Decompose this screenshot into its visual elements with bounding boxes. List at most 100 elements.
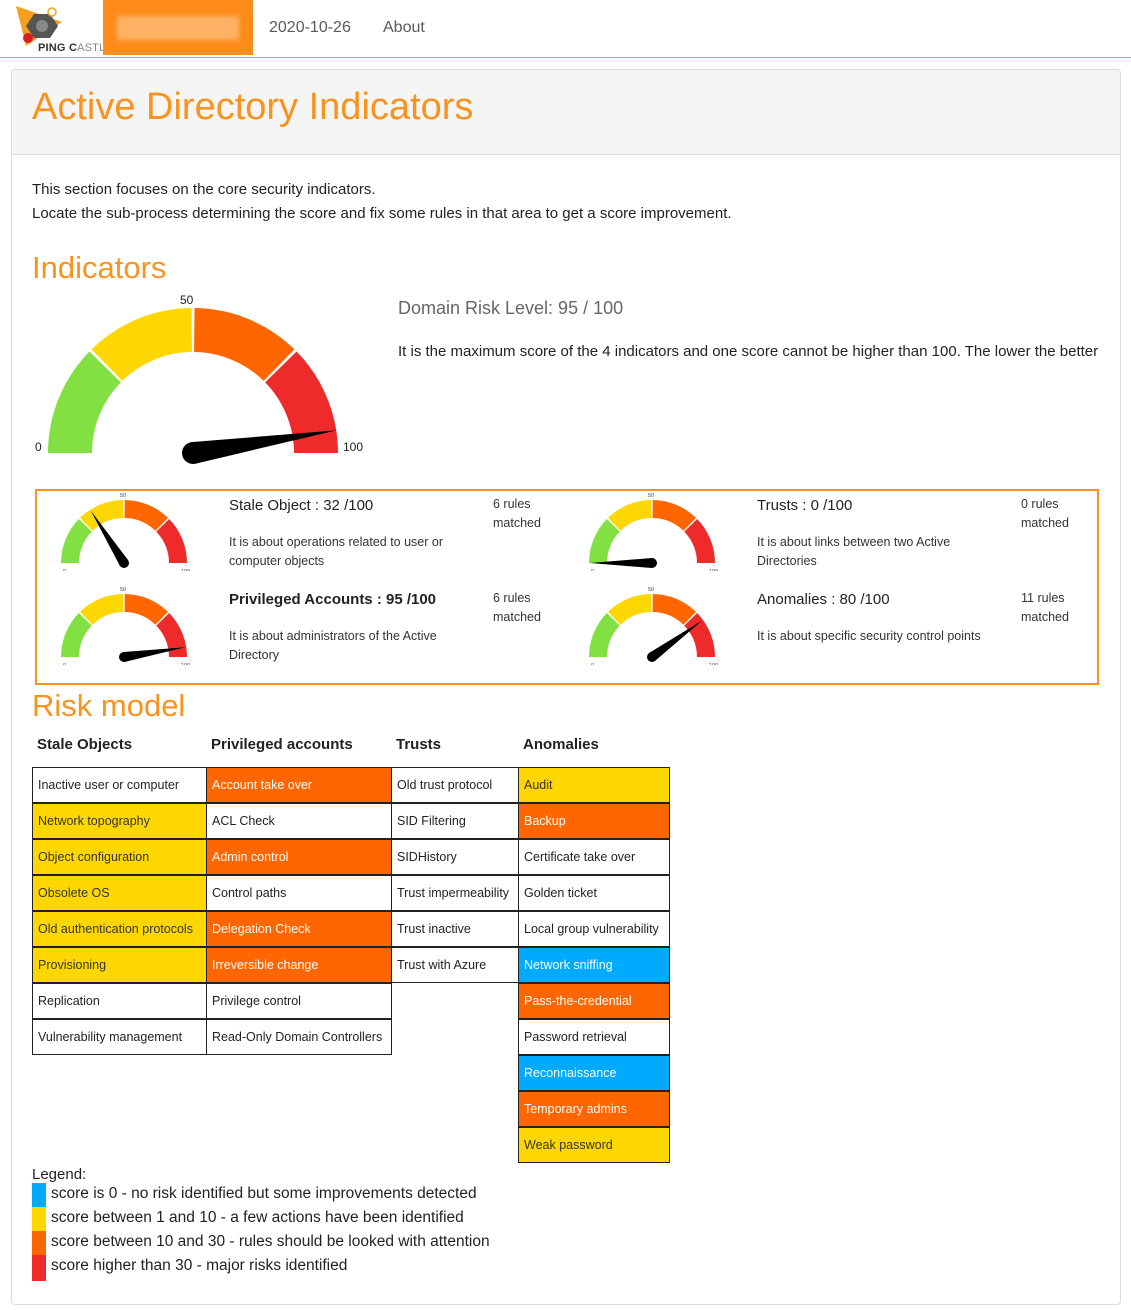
legend: Legend: score is 0 - no risk identified …: [32, 1166, 490, 1281]
gauge-segment: [608, 500, 652, 531]
risk-column-header: Trusts: [396, 736, 442, 753]
risk-model-cell[interactable]: Certificate take over: [518, 839, 670, 875]
navbar: PING CASTLE 2020-10-26 About: [0, 0, 1131, 58]
gauge-segment: [652, 500, 696, 531]
risk-model-cell[interactable]: Audit: [518, 767, 670, 803]
redacted-text-block: [117, 16, 239, 40]
indicator-trusts[interactable]: 0 50 100 Trusts : 0 /100 It is about links…: [565, 491, 1095, 585]
risk-model-cell[interactable]: Replication: [32, 983, 207, 1019]
nav-about-link[interactable]: About: [383, 19, 425, 36]
indicator-rules-count: 6 rules matched: [493, 495, 563, 533]
risk-model-cell[interactable]: Privilege control: [206, 983, 392, 1019]
gauge-segment: [265, 351, 338, 453]
legend-item-medium: score between 10 and 30 - rules should b…: [32, 1231, 552, 1257]
gauge-segment: [124, 500, 168, 531]
risk-model-cell[interactable]: SIDHistory: [391, 839, 519, 875]
legend-item-low: score between 1 and 10 - a few actions h…: [32, 1207, 552, 1233]
gauge-segment: [91, 308, 192, 381]
risk-model-cell[interactable]: Vulnerability management: [32, 1019, 207, 1055]
gauge-scale-label: 0: [63, 663, 66, 665]
rules-count: 0 rules: [1021, 497, 1059, 511]
indicator-anomalies[interactable]: 0 50 100 Anomalies : 80 /100 It is about s…: [565, 585, 1095, 679]
page-header: Active Directory Indicators: [12, 70, 1120, 155]
domain-risk-level: Domain Risk Level: 95 / 100: [398, 298, 624, 318]
risk-model-cell[interactable]: Local group vulnerability: [518, 911, 670, 947]
gauge-needle: [123, 647, 186, 662]
risk-model-cell[interactable]: SID Filtering: [391, 803, 519, 839]
gauge-scale-label: 100: [709, 569, 718, 571]
risk-model-cell[interactable]: Read-Only Domain Controllers: [206, 1019, 392, 1055]
risk-model-cell[interactable]: Weak password: [518, 1127, 670, 1163]
gauge-scale-label: 50: [120, 587, 126, 593]
risk-model-cell[interactable]: Obsolete OS: [32, 875, 207, 911]
gauge-segment: [156, 613, 187, 657]
indicator-title: Stale Object : 32 /100: [229, 497, 374, 514]
indicator-privileged-accounts[interactable]: 0 50 100 Privileged Accounts : 95 /100 It …: [37, 585, 567, 679]
risk-model-heading: Risk model: [32, 688, 186, 723]
risk-model-cell[interactable]: Golden ticket: [518, 875, 670, 911]
gauge-scale-label: 50: [648, 493, 654, 499]
main-risk-gauge: 0 50 100: [30, 290, 370, 470]
rules-count: 6 rules: [493, 497, 531, 511]
risk-model-cell[interactable]: Backup: [518, 803, 670, 839]
gauge-hub: [119, 652, 129, 662]
nav-domain-redacted[interactable]: [103, 0, 253, 55]
gauge-needle: [191, 430, 337, 464]
indicator-description: It is about operations related to user o…: [229, 535, 444, 568]
gauge-needle: [590, 558, 652, 568]
rules-count: 11 rules: [1021, 591, 1065, 605]
risk-model-cell[interactable]: Old trust protocol: [391, 767, 519, 803]
nav-date-link[interactable]: 2020-10-26: [269, 19, 351, 36]
risk-model-cell[interactable]: Trust inactive: [391, 911, 519, 947]
gauge-segment: [684, 613, 715, 657]
legend-item-zero: score is 0 - no risk identified but some…: [32, 1183, 552, 1209]
intro-line-2: Locate the sub-process determining the s…: [32, 205, 732, 222]
risk-model-cell[interactable]: Delegation Check: [206, 911, 392, 947]
gauge-scale-label: 100: [181, 663, 190, 665]
risk-model-cell[interactable]: Inactive user or computer: [32, 767, 207, 803]
risk-model-cell[interactable]: Old authentication protocols: [32, 911, 207, 947]
risk-model-cell[interactable]: Network topography: [32, 803, 207, 839]
risk-model-cell[interactable]: Trust impermeability: [391, 875, 519, 911]
indicator-title: Anomalies : 80 /100: [757, 591, 890, 608]
gauge-segment: [589, 613, 620, 657]
risk-model-cell[interactable]: Account take over: [206, 767, 392, 803]
rules-matched: matched: [1021, 610, 1069, 624]
risk-model-cell[interactable]: ACL Check: [206, 803, 392, 839]
risk-model-cell[interactable]: Password retrieval: [518, 1019, 670, 1055]
gauge-scale-label: 0: [591, 569, 594, 571]
risk-model-cell[interactable]: Pass-the-credential: [518, 983, 670, 1019]
gauge-hub: [182, 442, 204, 464]
indicator-rules-count: 11 rules matched: [1021, 589, 1091, 627]
indicator-rules-count: 6 rules matched: [493, 589, 563, 627]
gauge-segment: [684, 519, 715, 563]
gauge-segment: [61, 519, 92, 563]
gauge-hub: [647, 558, 657, 568]
gauge-needle: [90, 510, 129, 566]
risk-model-cell[interactable]: Reconnaissance: [518, 1055, 670, 1091]
indicator-title: Privileged Accounts : 95 /100: [229, 591, 437, 608]
gauge-segment: [608, 594, 652, 625]
rules-count: 6 rules: [493, 591, 531, 605]
gauge-segment: [61, 613, 92, 657]
risk-column-header: Anomalies: [523, 736, 599, 753]
gauge-scale-label: 50: [120, 493, 126, 499]
indicator-title: Trusts : 0 /100: [757, 497, 853, 514]
gauge-max-label: 100: [343, 440, 364, 454]
legend-item-high: score higher than 30 - major risks ident…: [32, 1255, 552, 1281]
legend-text: score between 1 and 10 - a few actions h…: [51, 1209, 464, 1226]
risk-model-cell[interactable]: Provisioning: [32, 947, 207, 983]
gauge-hub: [647, 652, 657, 662]
risk-model-cell[interactable]: Irreversible change: [206, 947, 392, 983]
risk-model-cell[interactable]: Network sniffing: [518, 947, 670, 983]
risk-model-cell[interactable]: Admin control: [206, 839, 392, 875]
indicator-description: It is about specific security control po…: [757, 629, 981, 643]
brand-logo[interactable]: PING CASTLE: [12, 4, 113, 56]
indicator-stale-objects[interactable]: 0 50 100 Stale Object : 32 /100 It is abou…: [37, 491, 567, 585]
gauge-mid-label: 50: [180, 293, 194, 307]
risk-model-cell[interactable]: Control paths: [206, 875, 392, 911]
risk-model-cell[interactable]: Object configuration: [32, 839, 207, 875]
indicator-description: It is about administrators of the Active…: [229, 629, 437, 662]
risk-model-cell[interactable]: Trust with Azure: [391, 947, 519, 983]
risk-model-cell[interactable]: Temporary admins: [518, 1091, 670, 1127]
